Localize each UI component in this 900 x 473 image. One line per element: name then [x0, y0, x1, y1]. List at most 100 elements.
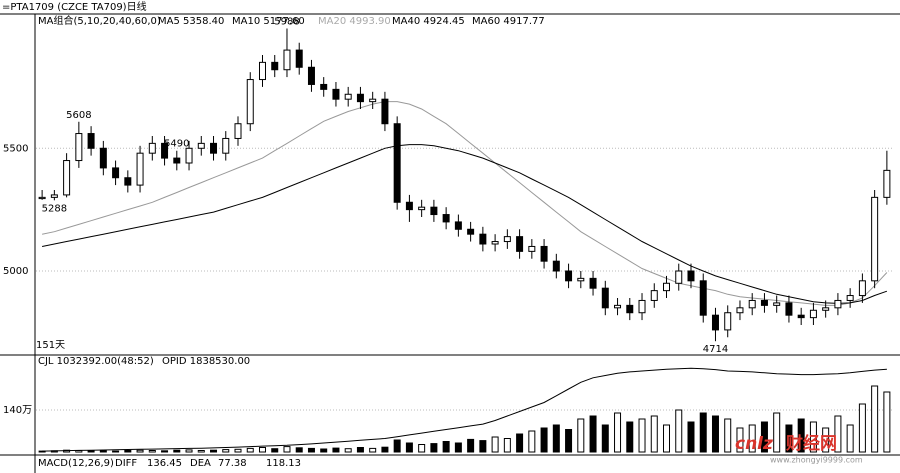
volume-bar — [185, 449, 193, 453]
candle-body — [332, 88, 340, 100]
volume-bar — [797, 418, 805, 453]
volume-bar — [295, 447, 303, 453]
candle-body — [405, 201, 413, 211]
macd-label: 136.45 — [147, 458, 182, 469]
candle-body — [136, 152, 144, 186]
volume-bar — [773, 412, 781, 453]
candle-body — [430, 206, 438, 216]
candle-body — [809, 309, 817, 319]
volume-bar — [785, 424, 793, 453]
candle-body — [63, 160, 71, 196]
candle-body — [883, 169, 891, 198]
volume-bar — [736, 427, 744, 453]
price-annotation: 4714 — [703, 344, 728, 355]
volume-bar — [528, 430, 536, 453]
volume-bar — [503, 438, 511, 453]
volume-bar — [344, 448, 352, 453]
volume-bar — [577, 418, 585, 453]
candle-body — [577, 277, 585, 282]
legend-entry: MA组合(5,10,20,40,60,0) — [38, 14, 161, 27]
candle-body — [295, 49, 303, 68]
watermark-url: www.zhongyi9999.com — [770, 456, 863, 465]
candle-body — [258, 61, 266, 81]
candle-body — [222, 137, 230, 154]
candle-body — [185, 147, 193, 164]
candle-body — [307, 66, 315, 85]
candle-body — [589, 277, 597, 289]
period-label: 151天 — [36, 340, 65, 351]
volume-bar — [516, 433, 524, 453]
volume-bar — [871, 385, 879, 453]
candle-body — [785, 302, 793, 316]
candle-body — [871, 196, 879, 282]
volume-bar — [858, 403, 866, 453]
y-tick-label: 140万 — [3, 405, 32, 416]
candle-body — [271, 61, 279, 71]
volume-bar — [491, 436, 499, 453]
watermark-logo: cnlz — [735, 434, 773, 454]
legend-entry: MA60 4917.77 — [472, 16, 545, 27]
candle-body — [99, 147, 107, 169]
candle-body — [197, 142, 205, 149]
volume-bar — [173, 449, 181, 453]
candle-body — [50, 194, 58, 198]
volume-label: OPID 1838530.00 — [162, 356, 250, 367]
candle-body — [760, 299, 768, 306]
candle-body — [283, 49, 291, 71]
candle-body — [38, 196, 46, 200]
price-annotation: 5988 — [274, 16, 299, 27]
volume-bar — [809, 421, 817, 453]
volume-bar — [161, 450, 169, 453]
open-interest-line — [42, 367, 887, 452]
volume-bar — [418, 444, 426, 453]
volume-bar — [846, 424, 854, 453]
ma-line — [42, 144, 888, 304]
volume-bar — [148, 450, 156, 453]
volume-bar — [614, 412, 622, 453]
candle-body — [210, 142, 218, 154]
macd-label: MACD(12,26,9) — [38, 458, 114, 469]
volume-bar — [112, 450, 120, 453]
candle-body — [601, 287, 609, 309]
candle-body — [797, 314, 805, 319]
candle-body — [173, 157, 181, 164]
volume-bar — [650, 415, 658, 453]
volume-bar — [552, 424, 560, 453]
volume-bar — [724, 418, 732, 453]
candle-body — [161, 142, 169, 159]
volume-bar — [99, 450, 107, 453]
price-annotation: 5608 — [66, 110, 91, 121]
volume-bar — [748, 424, 756, 453]
volume-bar — [258, 447, 266, 453]
candle-body — [773, 302, 781, 306]
candle-body — [552, 260, 560, 272]
volume-bar — [320, 448, 328, 453]
legend-entry: MA5 5358.40 — [158, 16, 224, 27]
candle-body — [540, 245, 548, 262]
volume-bar — [381, 446, 389, 453]
watermark-name: 财经网 — [785, 433, 837, 454]
volume-bar — [467, 438, 475, 453]
volume-bar — [675, 409, 683, 453]
candle-body — [75, 133, 83, 162]
volume-bar — [834, 415, 842, 453]
volume-bar — [699, 412, 707, 453]
candle-body — [711, 314, 719, 331]
candle-body — [454, 221, 462, 230]
volume-bar — [405, 442, 413, 453]
volume-bar — [369, 447, 377, 453]
macd-label: DIFF — [115, 458, 137, 469]
volume-bar — [271, 448, 279, 453]
candle-body — [393, 123, 401, 203]
volume-bar — [883, 391, 891, 453]
candle-body — [614, 304, 622, 309]
candle-body — [736, 307, 744, 314]
volume-bar — [234, 448, 242, 453]
volume-bar — [626, 421, 634, 453]
legend-entry: MA40 4924.45 — [392, 16, 465, 27]
candle-body — [467, 228, 475, 235]
candle-body — [124, 177, 132, 186]
volume-bar — [430, 443, 438, 453]
candle-body — [724, 312, 732, 331]
candle-body — [491, 241, 499, 245]
